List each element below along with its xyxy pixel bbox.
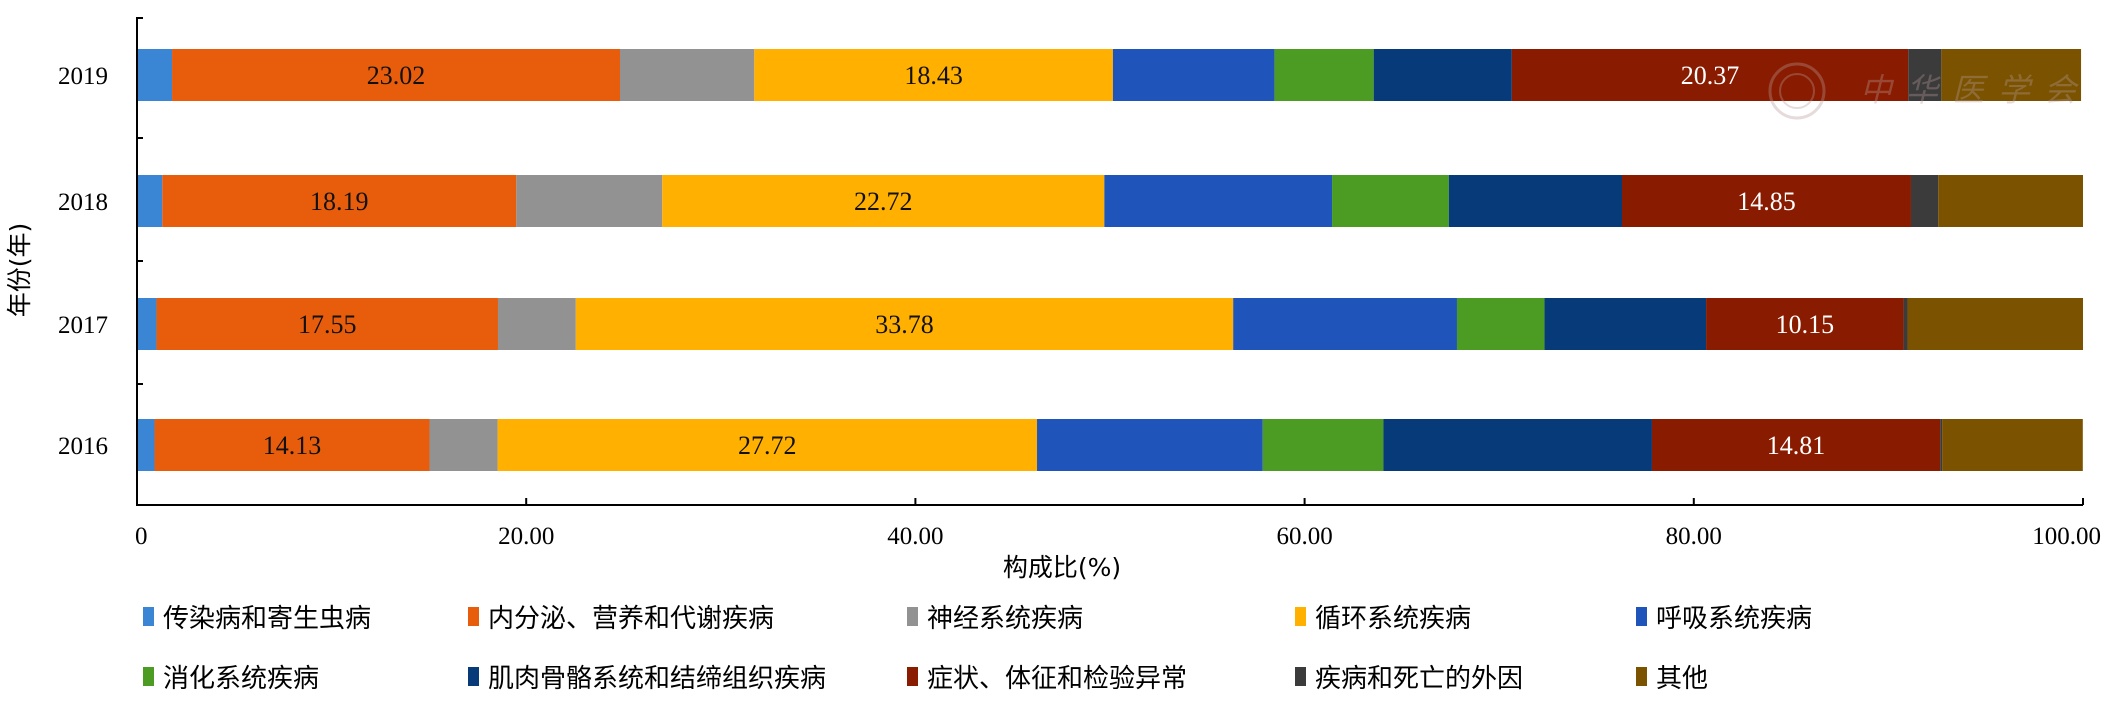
- y-axis-title: 年份(年): [5, 223, 34, 318]
- data-label: 18.19: [310, 187, 369, 216]
- bars-layer: 23.02 18.43 20.37 18.19 22.72 14.85 17.55 33.78…: [137, 49, 2083, 471]
- bar-segment: [1373, 49, 1512, 101]
- data-label: 14.13: [263, 431, 322, 460]
- bar-segment: [1544, 298, 1707, 350]
- data-label: 20.37: [1681, 61, 1740, 90]
- bar-segment: [1112, 49, 1275, 101]
- bar-segment: [137, 419, 155, 471]
- legend: 传染病和寄生虫病 内分泌、营养和代谢疾病 神经系统疾病 循环系统疾病 呼吸系统疾病消化系…: [143, 604, 1812, 694]
- bar-segment: [429, 419, 498, 471]
- legend-label: 呼吸系统疾病: [1656, 604, 1812, 634]
- bar-segment: [1383, 419, 1652, 471]
- bar-segment: [1274, 49, 1374, 101]
- data-label: 10.15: [1776, 310, 1835, 339]
- bar-segment: [1938, 175, 2083, 227]
- bar-segment: [156, 298, 498, 350]
- x-tick-label: 40.00: [887, 523, 943, 550]
- legend-swatch: [468, 667, 479, 686]
- legend-swatch: [1636, 667, 1647, 686]
- data-label: 27.72: [738, 431, 797, 460]
- bar-segment: [1332, 175, 1449, 227]
- bar-segment: [1941, 49, 2082, 101]
- legend-swatch: [907, 607, 918, 626]
- x-tick-label: 80.00: [1666, 523, 1722, 550]
- legend-swatch: [1295, 667, 1306, 686]
- bar-segment: [754, 49, 1113, 101]
- bar-segment: [497, 419, 1038, 471]
- legend-label: 其他: [1656, 664, 1708, 694]
- bar-segment: [1621, 175, 1911, 227]
- bar-segment: [137, 49, 173, 101]
- bar-segment: [516, 175, 663, 227]
- bar-segment: [497, 298, 576, 350]
- y-tick-label: 2018: [58, 189, 108, 216]
- x-tick-label: 60.00: [1276, 523, 1332, 550]
- bar-segment: [137, 175, 163, 227]
- data-label: 14.85: [1737, 187, 1796, 216]
- legend-swatch: [143, 607, 154, 626]
- legend-label: 疾病和死亡的外因: [1315, 664, 1523, 694]
- axes-layer: 2019 2018 2017 2016 0 20.00 40.00 60.00 80.00 100…: [58, 17, 2101, 550]
- y-tick-label: 2019: [58, 63, 108, 90]
- bar-segment: [1706, 298, 1904, 350]
- bar-segment: [1907, 298, 2083, 350]
- x-tick-label: 0: [135, 523, 148, 550]
- x-tick-label: 100.00: [2032, 523, 2101, 550]
- bar-segment: [1037, 419, 1263, 471]
- bar-segment: [1456, 298, 1545, 350]
- watermark-logo: 中华医学会: [1768, 62, 2090, 120]
- legend-label: 症状、体征和检验异常: [927, 664, 1187, 694]
- legend-label: 神经系统疾病: [927, 604, 1083, 634]
- bar-segment: [619, 49, 755, 101]
- bar-segment: [1448, 175, 1622, 227]
- y-tick-label: 2016: [58, 433, 108, 460]
- legend-swatch: [143, 667, 154, 686]
- watermark-text: 中华医学会: [1860, 71, 2090, 109]
- bar-segment: [172, 49, 620, 101]
- bar-segment: [1940, 419, 1943, 471]
- bar-segment: [1910, 175, 1939, 227]
- legend-swatch: [1636, 607, 1647, 626]
- data-label: 33.78: [875, 310, 934, 339]
- legend-swatch: [907, 667, 918, 686]
- legend-label: 消化系统疾病: [163, 664, 319, 694]
- data-label: 18.43: [904, 61, 963, 90]
- data-label: 14.81: [1767, 431, 1826, 460]
- x-tick-label: 20.00: [498, 523, 554, 550]
- bar-segment: [1104, 175, 1333, 227]
- legend-label: 肌肉骨骼系统和结缔组织疾病: [488, 664, 826, 694]
- legend-label: 传染病和寄生虫病: [163, 604, 371, 634]
- y-tick-label: 2017: [58, 312, 108, 339]
- bar-segment: [662, 175, 1105, 227]
- legend-swatch: [1295, 607, 1306, 626]
- bar-segment: [162, 175, 517, 227]
- bar-segment: [575, 298, 1234, 350]
- bar-segment: [154, 419, 430, 471]
- bar-segment: [1903, 298, 1908, 350]
- data-label: 17.55: [298, 310, 357, 339]
- bar-segment: [1262, 419, 1384, 471]
- legend-label: 内分泌、营养和代谢疾病: [488, 604, 774, 634]
- labels-layer: 构成比(%) 年份(年): [5, 223, 1121, 582]
- x-axis-title: 构成比(%): [1003, 553, 1121, 582]
- bar-segment: [1942, 419, 2083, 471]
- bar-segment: [1908, 49, 1942, 101]
- data-label: 23.02: [367, 61, 426, 90]
- data-label: 22.72: [854, 187, 913, 216]
- bar-segment: [1233, 298, 1457, 350]
- bar-segment: [137, 298, 157, 350]
- bar-segment: [1511, 49, 1909, 101]
- legend-label: 循环系统疾病: [1315, 604, 1471, 634]
- legend-swatch: [468, 607, 479, 626]
- bar-segment: [1651, 419, 1941, 471]
